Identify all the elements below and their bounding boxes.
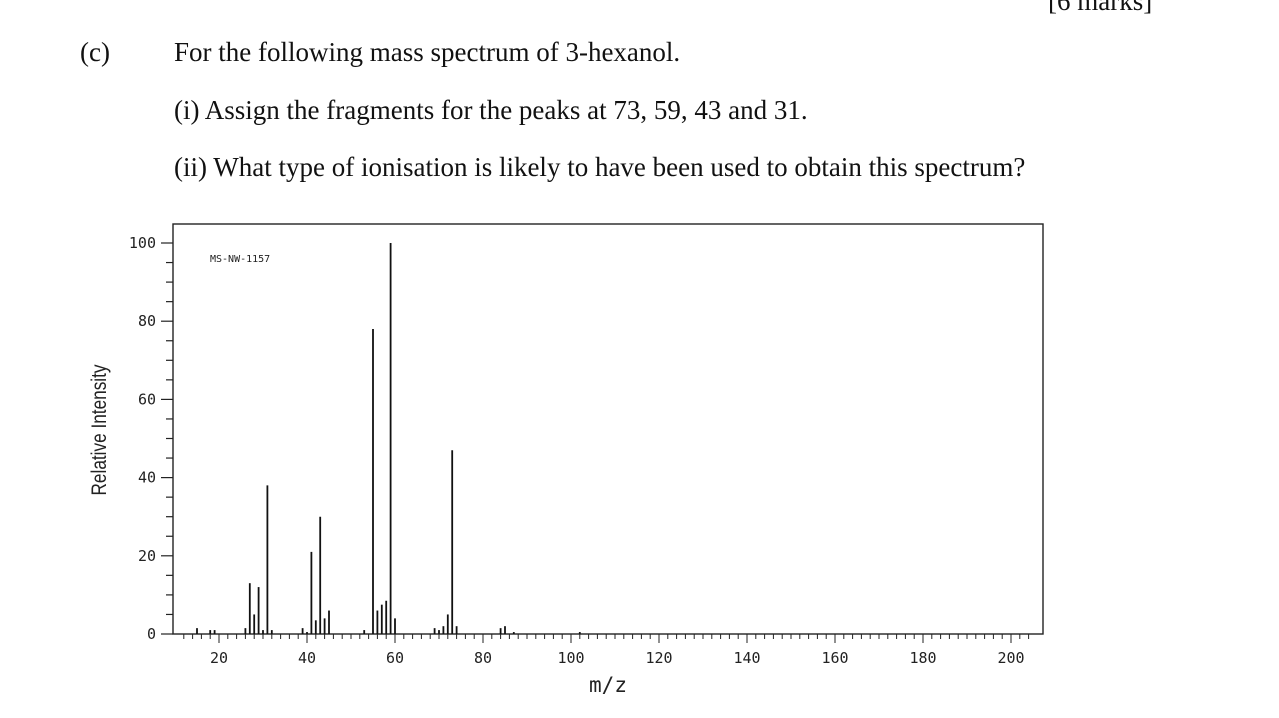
y-tick-label: 100 [129, 234, 156, 252]
marks-indicator: [6 marks] [1048, 0, 1153, 16]
y-tick-label: 60 [138, 390, 156, 408]
plot-frame [172, 223, 1044, 635]
x-tick-label: 120 [645, 649, 672, 667]
x-tick-label: 160 [821, 649, 848, 667]
y-axis-title: Relative Intensity [89, 364, 112, 495]
x-tick-label: 40 [298, 649, 316, 667]
x-tick-label: 200 [997, 649, 1024, 667]
y-tick-label: 80 [138, 312, 156, 330]
spectrum-id-label: MS-NW-1157 [210, 254, 270, 265]
x-tick-label: 140 [733, 649, 760, 667]
x-tick-label: 60 [386, 649, 404, 667]
question-part-label: (c) [80, 37, 110, 67]
x-tick-label: 80 [474, 649, 492, 667]
x-tick-label: 20 [210, 649, 228, 667]
x-tick-label: 100 [557, 649, 584, 667]
question-main-text: For the following mass spectrum of 3-hex… [174, 37, 681, 67]
y-axis: 0 20 40 60 80 100 [129, 234, 173, 643]
x-tick-label: 180 [909, 649, 936, 667]
question-sub-i: (i) Assign the fragments for the peaks a… [174, 95, 808, 125]
x-axis: 20 40 60 80 100 120 140 160 180 200 [183, 634, 1030, 667]
y-tick-label: 0 [147, 625, 156, 643]
x-axis-title: m/z [589, 673, 627, 697]
question-sub-ii: (ii) What type of ionisation is likely t… [174, 152, 1026, 182]
y-tick-label: 20 [138, 547, 156, 565]
y-tick-label: 40 [138, 469, 156, 487]
peaks [196, 243, 581, 634]
